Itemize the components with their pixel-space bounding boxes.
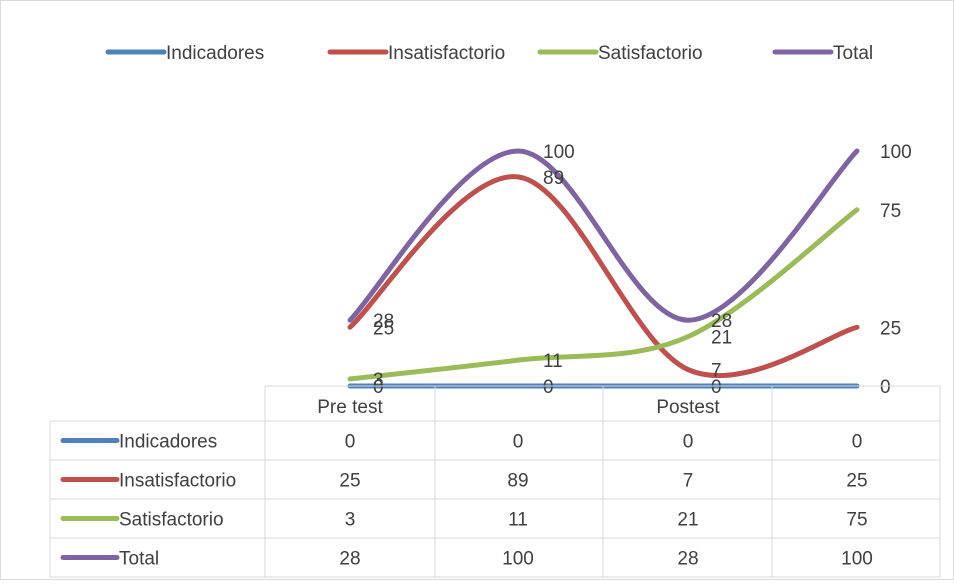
table-cell-indicadores-2: 0: [683, 432, 694, 453]
data-label-total-2: 28: [711, 311, 732, 332]
axis-label-25: 25: [880, 318, 901, 339]
table-cell-indicadores-3: 0: [852, 432, 863, 453]
legend-label-satisfactorio: Satisfactorio: [598, 43, 703, 64]
table-row-label-satisfactorio: Satisfactorio: [119, 510, 224, 531]
table-cell-indicadores-1: 0: [513, 432, 524, 453]
table-cell-satisfactorio-0: 3: [345, 510, 356, 531]
axis-label-0: 0: [880, 377, 891, 398]
table-row-label-total: Total: [119, 549, 159, 570]
series-line-total: [347, 148, 860, 323]
table-cell-satisfactorio-1: 11: [508, 510, 528, 531]
table-cell-indicadores-0: 0: [345, 432, 356, 453]
data-label-satisfactorio-1: 11: [543, 351, 563, 372]
legend: Indicadores Insatisfactorio Satisfactorio T…: [105, 43, 873, 64]
table-cell-total-1: 100: [502, 549, 534, 570]
data-label-satisfactorio-0: 3: [373, 370, 384, 391]
table-row-label-indicadores: Indicadores: [119, 432, 217, 453]
data-label-insatisfactorio-1: 89: [543, 168, 564, 189]
table-row-label-insatisfactorio: Insatisfactorio: [119, 471, 236, 492]
table-cell-total-2: 28: [677, 549, 698, 570]
data-label-total-1: 100: [543, 142, 575, 163]
legend-label-insatisfactorio: Insatisfactorio: [388, 43, 505, 64]
legend-label-indicadores: Indicadores: [166, 43, 264, 64]
axis-label-100: 100: [880, 142, 912, 163]
data-label-indicadores-2: 0: [711, 377, 722, 398]
table-cell-total-0: 28: [339, 549, 360, 570]
category-label-2: Postest: [656, 397, 720, 418]
data-table: Pre test Postest Indicadores 0 0 0 0 Insatisfac…: [49, 385, 941, 578]
table-cell-insatisfactorio-0: 25: [339, 471, 360, 492]
table-cell-satisfactorio-3: 75: [846, 510, 867, 531]
data-label-insatisfactorio-0: 25: [373, 318, 394, 339]
data-label-total-0: 28: [373, 311, 394, 332]
table-cell-satisfactorio-2: 21: [677, 510, 698, 531]
data-label-indicadores-0: 0: [373, 377, 384, 398]
table-cell-insatisfactorio-1: 89: [507, 471, 528, 492]
table-cell-total-3: 100: [841, 549, 873, 570]
table-cell-insatisfactorio-3: 25: [846, 471, 867, 492]
data-label-satisfactorio-2: 21: [711, 328, 732, 349]
axis-label-75: 75: [880, 201, 901, 222]
table-cell-insatisfactorio-2: 7: [683, 471, 694, 492]
legend-label-total: Total: [833, 43, 873, 64]
data-label-insatisfactorio-2: 7: [711, 361, 722, 382]
series-line-insatisfactorio: [347, 174, 860, 378]
data-label-indicadores-1: 0: [543, 377, 554, 398]
series-line-satisfactorio: [347, 207, 860, 382]
category-label-0: Pre test: [317, 397, 383, 418]
